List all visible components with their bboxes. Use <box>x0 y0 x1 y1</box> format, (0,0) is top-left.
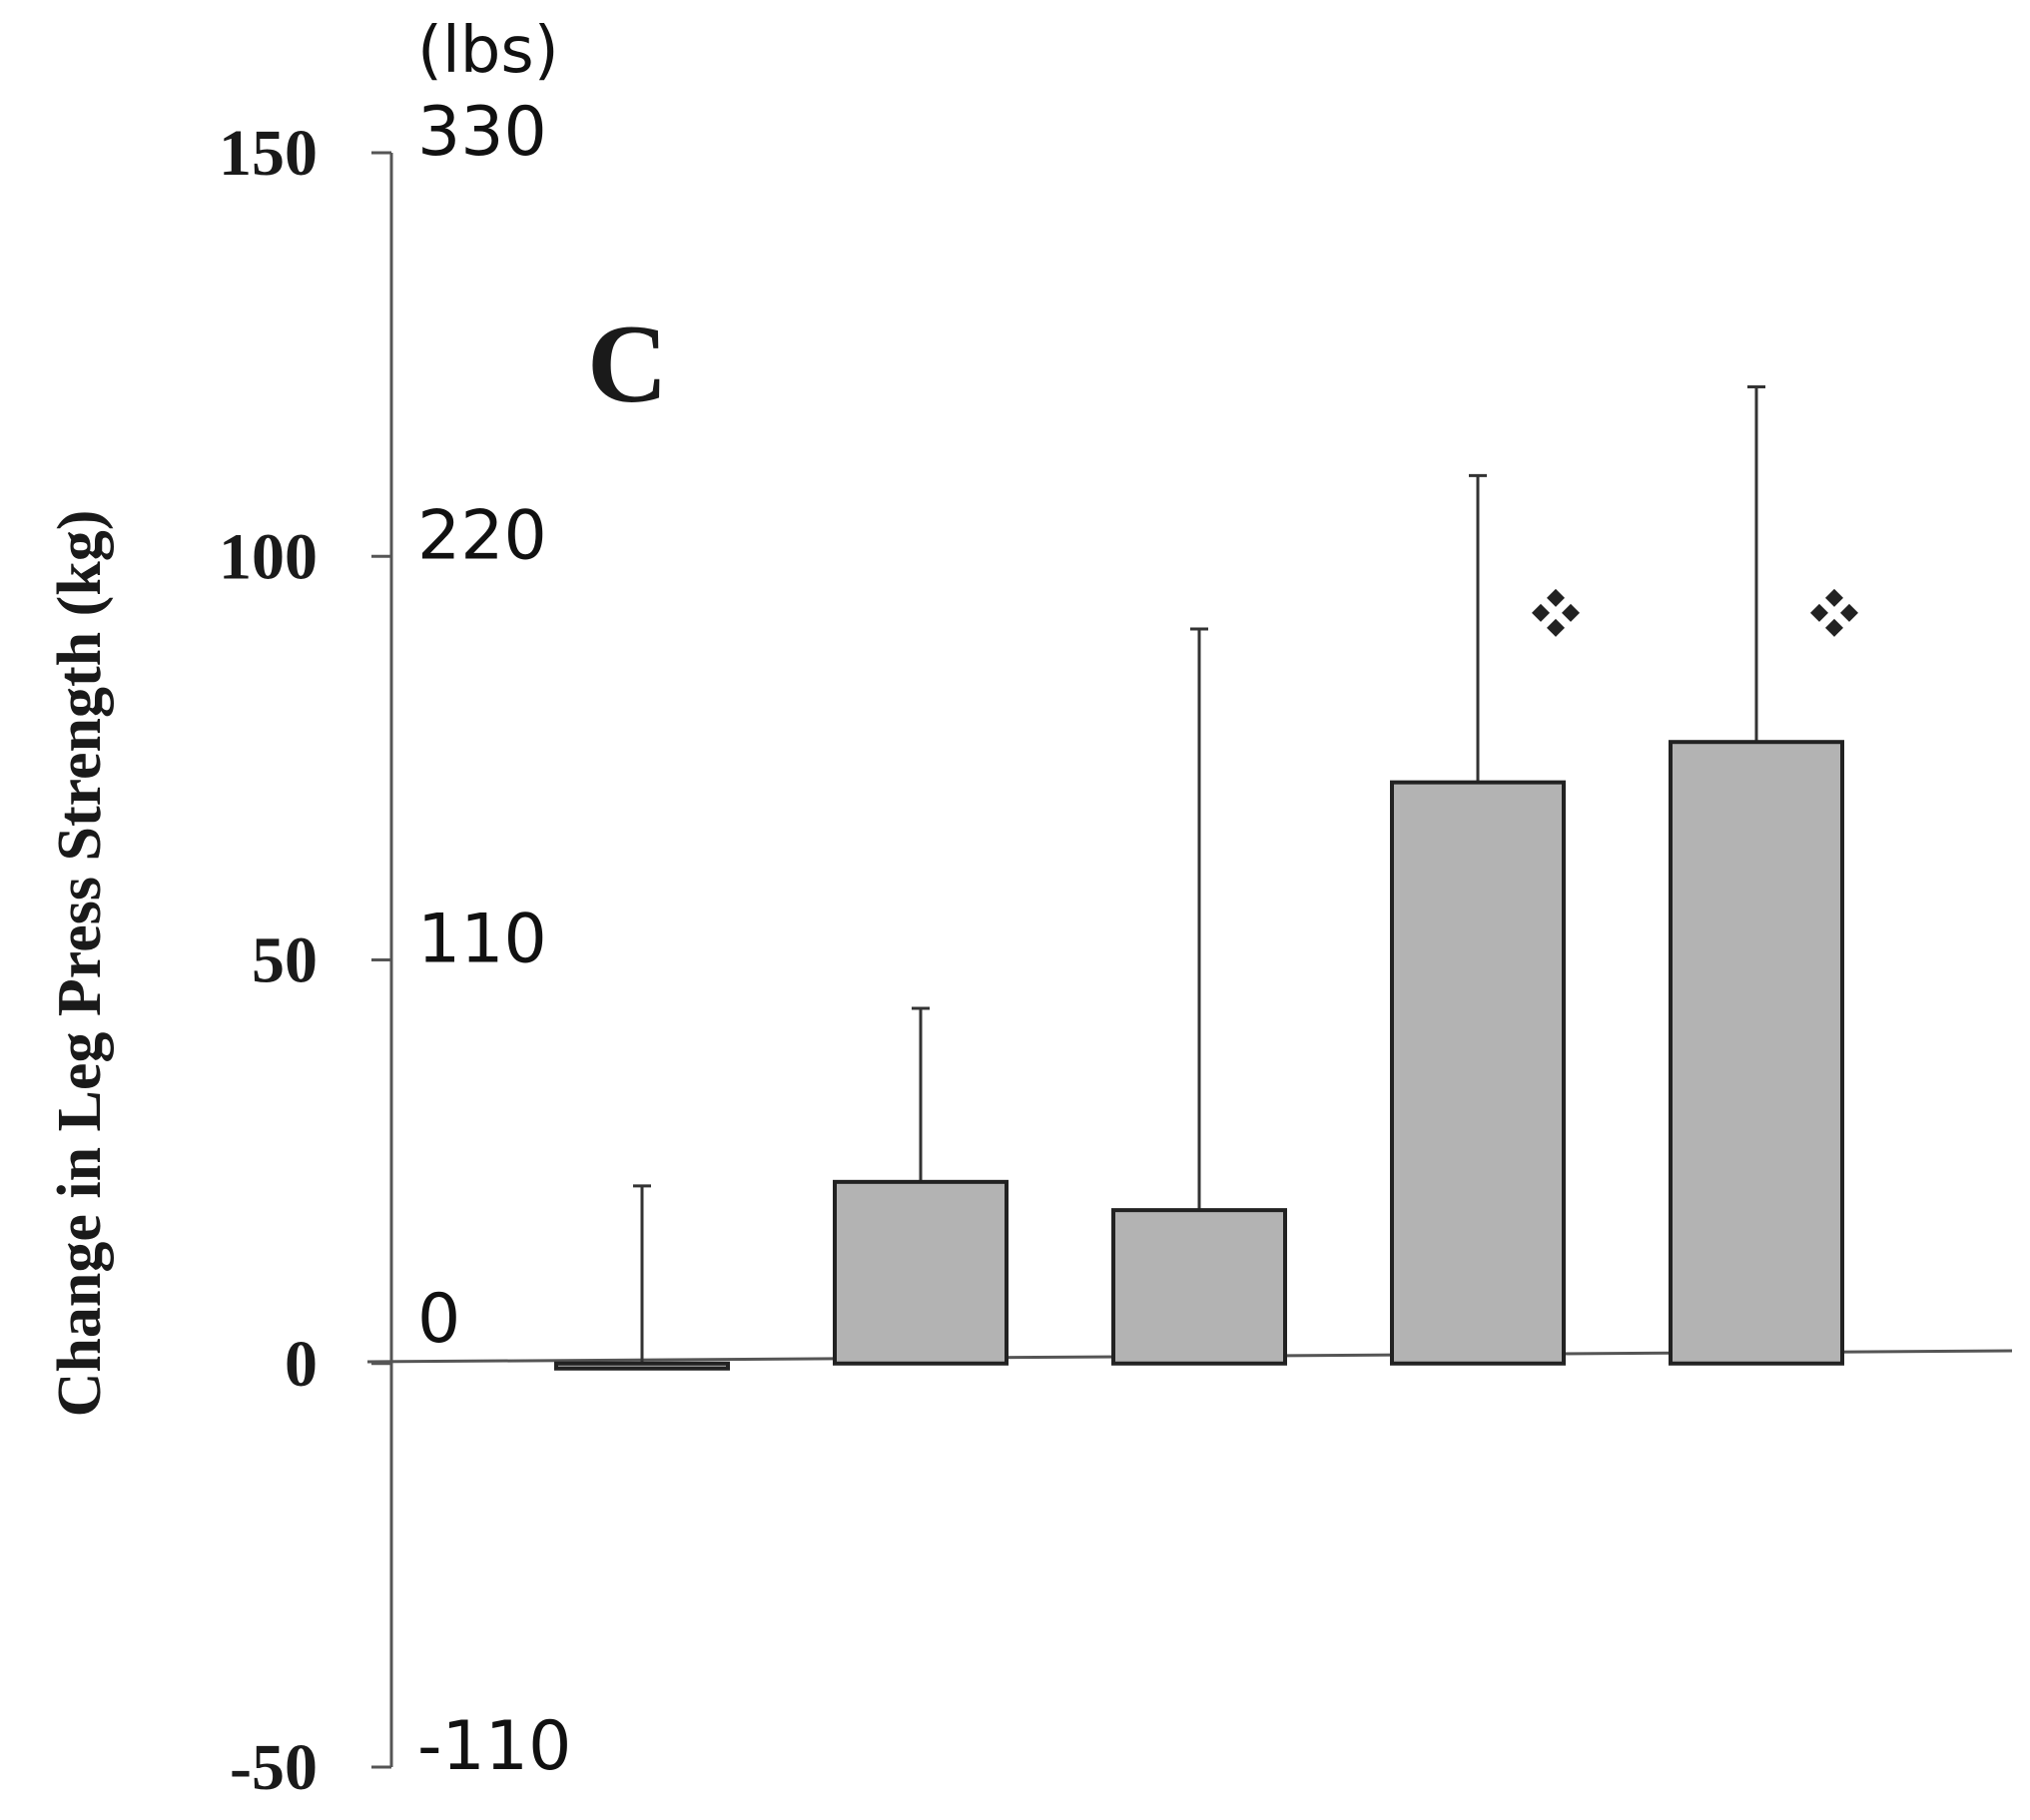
lbs-unit-label: (lbs) <box>417 14 559 88</box>
kg-tick-label: 150 <box>219 117 318 190</box>
lbs-tick-label: 110 <box>417 901 547 979</box>
lbs-tick-label: -110 <box>417 1707 571 1786</box>
diamond-shape <box>1825 618 1843 637</box>
kg-tick-label: -50 <box>230 1731 318 1804</box>
diamond-shape <box>1825 588 1843 607</box>
four-diamond-icon <box>1532 588 1580 637</box>
kg-tick-label: 0 <box>285 1328 318 1401</box>
lbs-tick-label: 0 <box>417 1280 460 1359</box>
lbs-tick-label: 220 <box>417 496 547 575</box>
diamond-shape <box>1532 603 1550 622</box>
panel-letter: C <box>587 303 668 426</box>
bar <box>1390 780 1566 1366</box>
y-axis-title: Change in Leg Press Strength (kg) <box>46 510 114 1418</box>
bar <box>833 1179 1009 1366</box>
diamond-shape <box>1840 603 1858 622</box>
bars-layer <box>554 384 1858 1371</box>
diamond-shape <box>1562 603 1580 622</box>
y-ticks-layer: 150 100 50 0 -50 330 220 110 0 -110 <box>219 93 571 1804</box>
bar <box>1111 1208 1287 1366</box>
diamond-shape <box>1547 588 1565 607</box>
kg-tick-label: 100 <box>219 520 318 593</box>
diamond-shape <box>1547 618 1565 637</box>
bar <box>1669 740 1844 1366</box>
four-diamond-icon <box>1810 588 1858 637</box>
diamond-shape <box>1810 603 1828 622</box>
bar <box>554 1361 730 1371</box>
lbs-tick-label: 330 <box>417 93 547 172</box>
kg-tick-label: 50 <box>252 924 318 997</box>
